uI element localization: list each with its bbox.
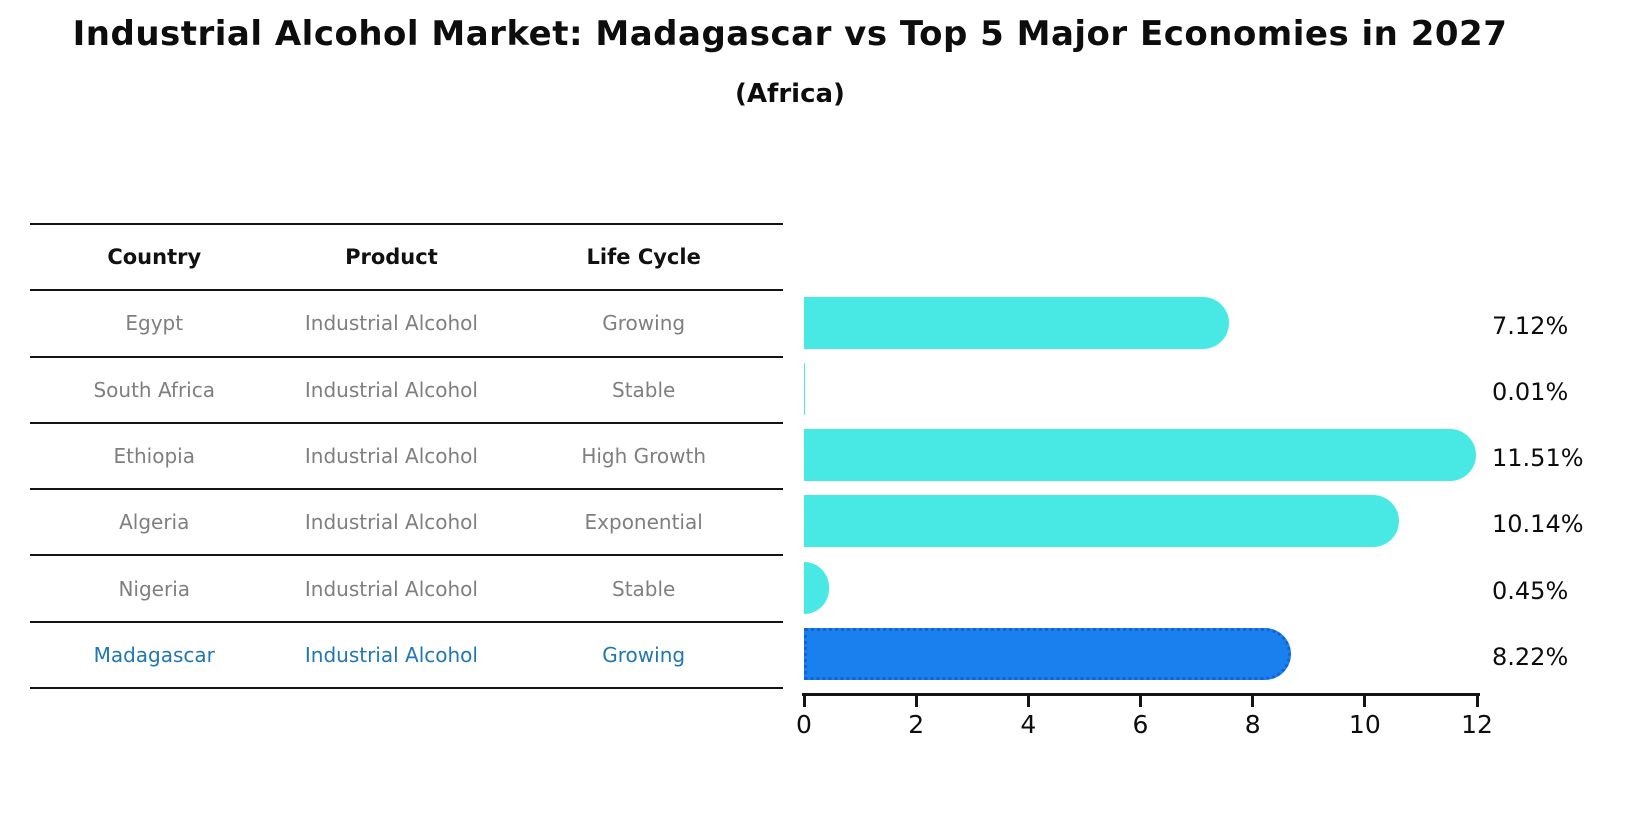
table-row-egypt: Egypt Industrial Alcohol Growing [30,289,783,355]
x-axis-tick [914,696,918,707]
value-label-ethiopia: 11.51% [1492,444,1584,473]
bar-nigeria [804,561,830,614]
x-axis-tick [1139,696,1142,707]
country-cell: Madagascar [93,642,215,667]
x-axis-tick-label: 4 [1020,710,1037,739]
column-header-life-cycle: Life Cycle [586,245,701,270]
table-header-row: Country Product Life Cycle [30,223,783,289]
page-title: Industrial Alcohol Market: Madagascar vs… [72,14,1508,54]
bar-south-africa [804,362,805,415]
x-axis-tick-label: 10 [1348,710,1381,739]
x-axis-tick-label: 2 [908,710,925,739]
table-row-ethiopia: Ethiopia Industrial Alcohol High Growth [30,421,783,488]
product-cell: Industrial Alcohol [304,311,478,336]
table-row-south-africa: South Africa Industrial Alcohol Stable [30,355,783,422]
value-label-south-africa: 0.01% [1492,377,1569,406]
product-cell: Industrial Alcohol [304,510,478,535]
product-cell: Industrial Alcohol [304,642,478,667]
x-axis-tick-label: 8 [1244,710,1261,739]
x-axis-tick-label: 6 [1132,710,1149,739]
value-label-nigeria: 0.45% [1492,576,1569,605]
x-axis-tick [802,696,806,707]
life-cycle-cell: Stable [612,377,676,402]
country-cell: Egypt [125,311,184,336]
country-cell: Ethiopia [113,444,195,469]
x-axis-tick-label: 12 [1461,710,1493,739]
page-subtitle: (Africa) [735,79,845,109]
bar-ethiopia [804,429,1476,482]
x-axis-tick-label: 0 [796,710,812,739]
x-axis-tick [1363,696,1367,707]
table-row-nigeria: Nigeria Industrial Alcohol Stable [30,554,783,620]
life-cycle-cell: Exponential [584,510,703,535]
column-header-country: Country [107,245,202,270]
comparison-table: Country Product Life Cycle Egypt Industr… [30,223,783,690]
life-cycle-cell: Growing [602,642,686,667]
table-row-algeria: Algeria Industrial Alcohol Exponential [30,488,783,554]
bar-algeria [804,495,1399,548]
life-cycle-cell: High Growth [581,444,707,469]
value-label-madagascar: 8.22% [1492,643,1569,671]
country-cell: Nigeria [118,576,191,601]
x-axis-tick [1251,696,1255,707]
product-cell: Industrial Alcohol [304,377,478,402]
value-label-egypt: 7.12% [1492,311,1569,340]
life-cycle-cell: Stable [612,576,676,601]
table-row-madagascar: Madagascar Industrial Alcohol Growing [30,620,783,687]
bar-madagascar [804,628,1291,680]
product-cell: Industrial Alcohol [304,576,478,601]
x-axis-tick [1475,696,1479,707]
country-cell: South Africa [93,377,215,402]
product-cell: Industrial Alcohol [304,444,478,469]
value-label-algeria: 10.14% [1492,510,1584,539]
country-cell: Algeria [119,510,190,535]
x-axis-line [802,693,1480,696]
x-axis-tick [1026,696,1030,707]
column-header-product: Product [345,245,438,270]
life-cycle-cell: Growing [602,311,686,336]
bar-egypt [804,296,1230,349]
